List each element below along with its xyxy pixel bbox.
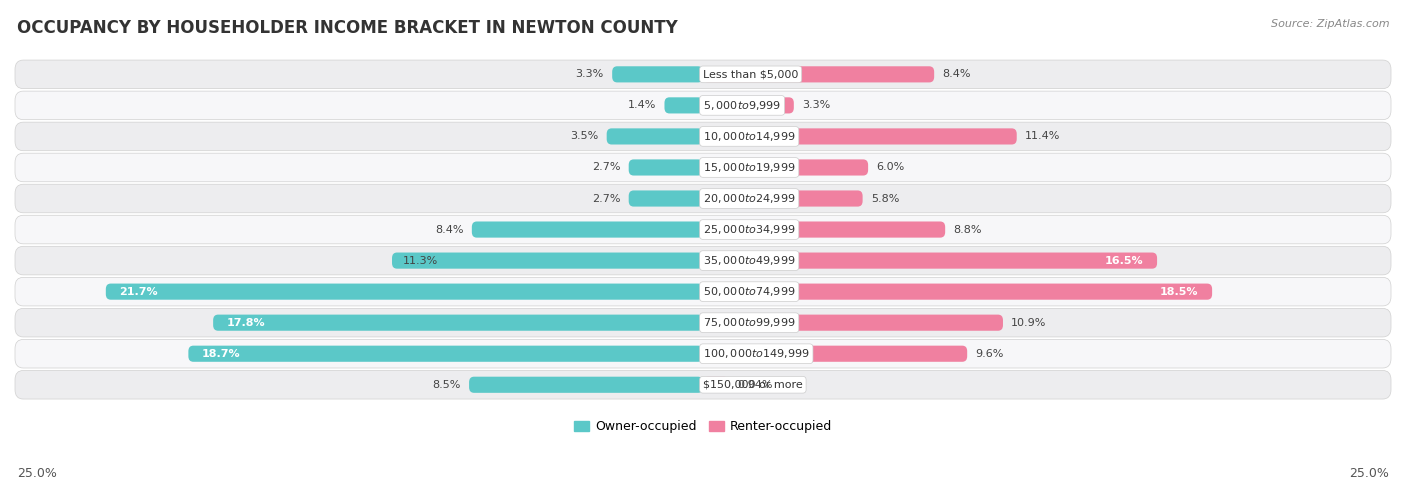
Text: 9.6%: 9.6% xyxy=(976,349,1004,359)
FancyBboxPatch shape xyxy=(105,283,703,300)
Text: $75,000 to $99,999: $75,000 to $99,999 xyxy=(703,316,796,329)
FancyBboxPatch shape xyxy=(15,215,1391,244)
FancyBboxPatch shape xyxy=(15,153,1391,182)
Text: $150,000 or more: $150,000 or more xyxy=(703,380,803,390)
Text: 8.4%: 8.4% xyxy=(434,225,464,235)
FancyBboxPatch shape xyxy=(15,308,1391,337)
Text: 10.9%: 10.9% xyxy=(1011,318,1046,328)
Text: 2.7%: 2.7% xyxy=(592,163,620,172)
FancyBboxPatch shape xyxy=(703,222,945,238)
FancyBboxPatch shape xyxy=(703,283,1212,300)
FancyBboxPatch shape xyxy=(15,339,1391,368)
FancyBboxPatch shape xyxy=(15,60,1391,89)
Text: 25.0%: 25.0% xyxy=(1350,467,1389,480)
Text: 0.94%: 0.94% xyxy=(737,380,773,390)
FancyBboxPatch shape xyxy=(214,315,703,331)
Text: 11.3%: 11.3% xyxy=(404,256,439,265)
Text: 16.5%: 16.5% xyxy=(1105,256,1143,265)
Text: 8.4%: 8.4% xyxy=(942,69,972,79)
Text: 8.5%: 8.5% xyxy=(433,380,461,390)
Text: 6.0%: 6.0% xyxy=(876,163,904,172)
FancyBboxPatch shape xyxy=(612,66,703,82)
Text: $35,000 to $49,999: $35,000 to $49,999 xyxy=(703,254,796,267)
Text: 21.7%: 21.7% xyxy=(120,287,159,297)
Text: OCCUPANCY BY HOUSEHOLDER INCOME BRACKET IN NEWTON COUNTY: OCCUPANCY BY HOUSEHOLDER INCOME BRACKET … xyxy=(17,19,678,37)
Text: Source: ZipAtlas.com: Source: ZipAtlas.com xyxy=(1271,19,1389,30)
FancyBboxPatch shape xyxy=(703,97,794,113)
Text: 3.3%: 3.3% xyxy=(575,69,605,79)
FancyBboxPatch shape xyxy=(703,66,934,82)
Text: 17.8%: 17.8% xyxy=(226,318,266,328)
FancyBboxPatch shape xyxy=(703,129,1017,145)
Text: 3.5%: 3.5% xyxy=(571,131,599,141)
Text: $15,000 to $19,999: $15,000 to $19,999 xyxy=(703,161,796,174)
Text: 8.8%: 8.8% xyxy=(953,225,981,235)
Text: $5,000 to $9,999: $5,000 to $9,999 xyxy=(703,99,782,112)
FancyBboxPatch shape xyxy=(472,222,703,238)
Text: $100,000 to $149,999: $100,000 to $149,999 xyxy=(703,347,810,360)
FancyBboxPatch shape xyxy=(628,190,703,206)
Text: 25.0%: 25.0% xyxy=(17,467,56,480)
FancyBboxPatch shape xyxy=(188,346,703,362)
Text: 2.7%: 2.7% xyxy=(592,193,620,204)
FancyBboxPatch shape xyxy=(703,253,1157,269)
FancyBboxPatch shape xyxy=(703,159,868,175)
FancyBboxPatch shape xyxy=(703,376,728,393)
FancyBboxPatch shape xyxy=(628,159,703,175)
Text: Less than $5,000: Less than $5,000 xyxy=(703,69,799,79)
FancyBboxPatch shape xyxy=(703,190,863,206)
FancyBboxPatch shape xyxy=(15,371,1391,399)
Text: 11.4%: 11.4% xyxy=(1025,131,1060,141)
Text: 3.3%: 3.3% xyxy=(801,100,831,111)
Text: 18.7%: 18.7% xyxy=(202,349,240,359)
Text: $50,000 to $74,999: $50,000 to $74,999 xyxy=(703,285,796,298)
FancyBboxPatch shape xyxy=(392,253,703,269)
FancyBboxPatch shape xyxy=(15,122,1391,150)
Text: 5.8%: 5.8% xyxy=(870,193,900,204)
FancyBboxPatch shape xyxy=(606,129,703,145)
FancyBboxPatch shape xyxy=(470,376,703,393)
Text: $25,000 to $34,999: $25,000 to $34,999 xyxy=(703,223,796,236)
Text: 1.4%: 1.4% xyxy=(628,100,657,111)
Legend: Owner-occupied, Renter-occupied: Owner-occupied, Renter-occupied xyxy=(568,415,838,438)
FancyBboxPatch shape xyxy=(15,184,1391,213)
Text: $10,000 to $14,999: $10,000 to $14,999 xyxy=(703,130,796,143)
Text: 18.5%: 18.5% xyxy=(1160,287,1198,297)
FancyBboxPatch shape xyxy=(703,346,967,362)
FancyBboxPatch shape xyxy=(665,97,703,113)
FancyBboxPatch shape xyxy=(15,91,1391,120)
FancyBboxPatch shape xyxy=(703,315,1002,331)
Text: $20,000 to $24,999: $20,000 to $24,999 xyxy=(703,192,796,205)
FancyBboxPatch shape xyxy=(15,278,1391,306)
FancyBboxPatch shape xyxy=(15,246,1391,275)
